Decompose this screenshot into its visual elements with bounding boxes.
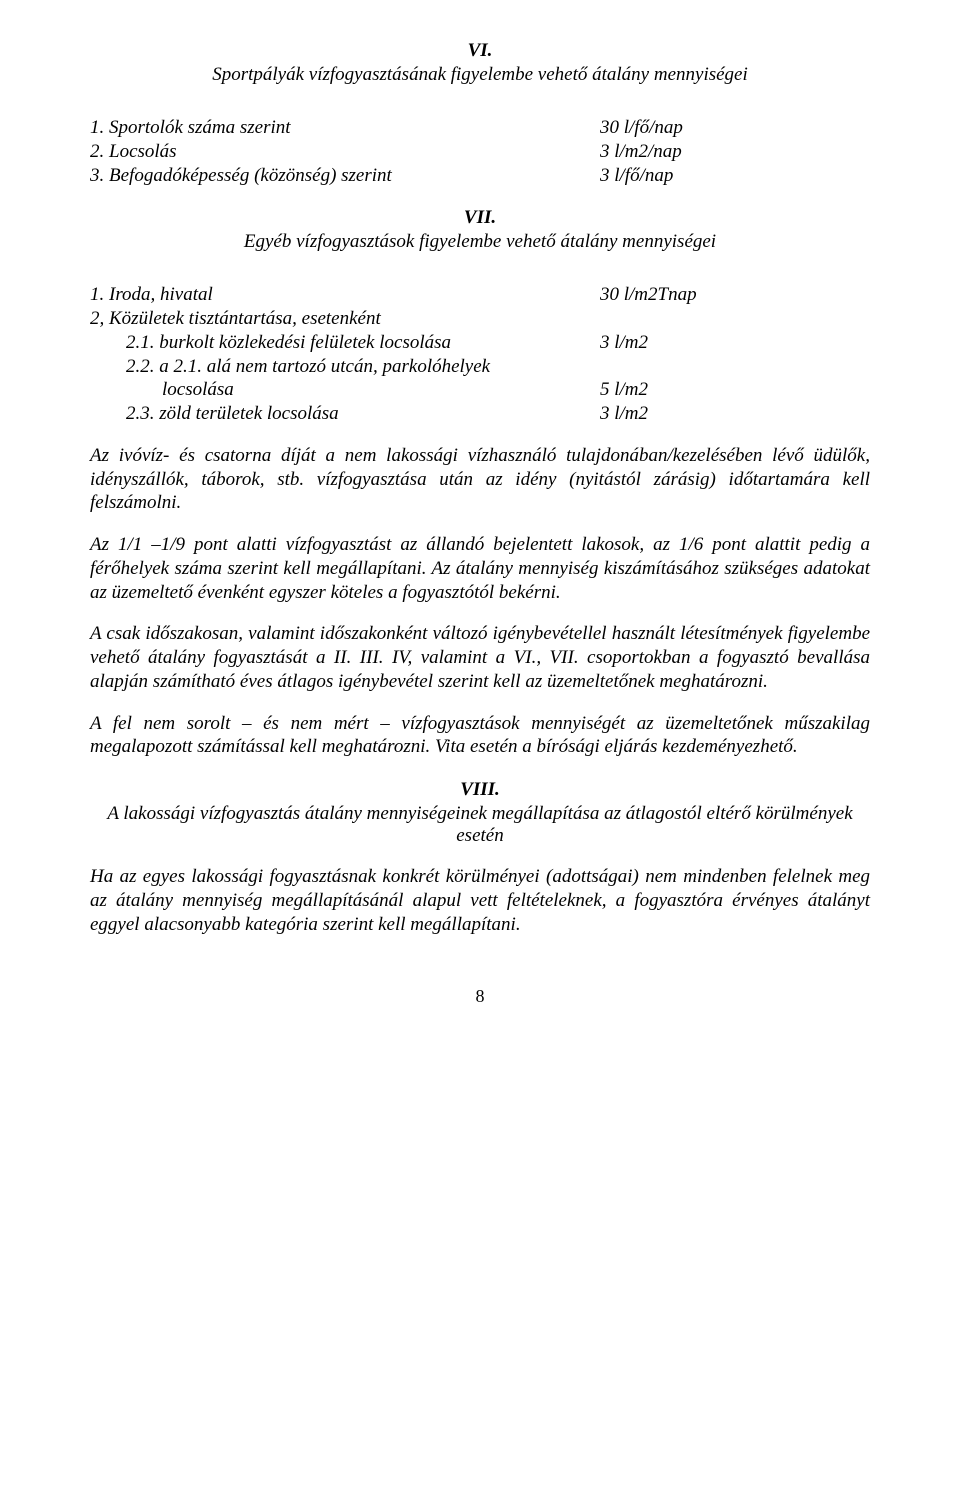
list-value: [600, 307, 870, 331]
list-label: 2, Közületek tisztántartása, esetenként: [90, 307, 600, 331]
document-page: VI. Sportpályák vízfogyasztásának figyel…: [0, 0, 960, 1047]
list-label: locsolása: [90, 378, 600, 402]
list-label: 2.1. burkolt közlekedési felületek locso…: [90, 331, 600, 355]
list-label: 1. Sportolók száma szerint: [90, 116, 600, 140]
list-value: 3 l/fő/nap: [600, 164, 870, 188]
list-label: 3. Befogadóképesség (közönség) szerint: [90, 164, 600, 188]
section-vi-title: Sportpályák vízfogyasztásának figyelembe…: [90, 64, 870, 86]
list-item: 2.2. a 2.1. alá nem tartozó utcán, parko…: [90, 355, 870, 379]
list-value: 30 l/fő/nap: [600, 116, 870, 140]
list-item: 1. Sportolók száma szerint 30 l/fő/nap: [90, 116, 870, 140]
list-item: 2.3. zöld területek locsolása 3 l/m2: [90, 402, 870, 426]
paragraph: Az ivóvíz- és csatorna díját a nem lakos…: [90, 444, 870, 515]
paragraph: A csak időszakosan, valamint időszakonké…: [90, 622, 870, 693]
list-value: 30 l/m2Tnap: [600, 283, 870, 307]
paragraph: Ha az egyes lakossági fogyasztásnak konk…: [90, 865, 870, 936]
section-viii-number: VIII.: [90, 779, 870, 801]
list-item: 2. Locsolás 3 l/m2/nap: [90, 140, 870, 164]
list-value: [600, 355, 870, 379]
section-vii-number: VII.: [90, 207, 870, 229]
paragraph: Az 1/1 –1/9 pont alatti vízfogyasztást a…: [90, 533, 870, 604]
list-value: 3 l/m2/nap: [600, 140, 870, 164]
list-item: locsolása 5 l/m2: [90, 378, 870, 402]
list-label: 2. Locsolás: [90, 140, 600, 164]
list-item: 1. Iroda, hivatal 30 l/m2Tnap: [90, 283, 870, 307]
list-label: 2.3. zöld területek locsolása: [90, 402, 600, 426]
paragraph: A fel nem sorolt – és nem mért – vízfogy…: [90, 712, 870, 760]
section-vi-number: VI.: [90, 40, 870, 62]
list-value: 5 l/m2: [600, 378, 870, 402]
list-value: 3 l/m2: [600, 402, 870, 426]
list-item: 3. Befogadóképesség (közönség) szerint 3…: [90, 164, 870, 188]
list-item: 2, Közületek tisztántartása, esetenként: [90, 307, 870, 331]
list-item: 2.1. burkolt közlekedési felületek locso…: [90, 331, 870, 355]
list-label: 2.2. a 2.1. alá nem tartozó utcán, parko…: [90, 355, 600, 379]
list-label: 1. Iroda, hivatal: [90, 283, 600, 307]
page-number: 8: [90, 986, 870, 1007]
list-value: 3 l/m2: [600, 331, 870, 355]
section-vii-title: Egyéb vízfogyasztások figyelembe vehető …: [90, 231, 870, 253]
section-viii-title: A lakossági vízfogyasztás átalány mennyi…: [90, 803, 870, 847]
